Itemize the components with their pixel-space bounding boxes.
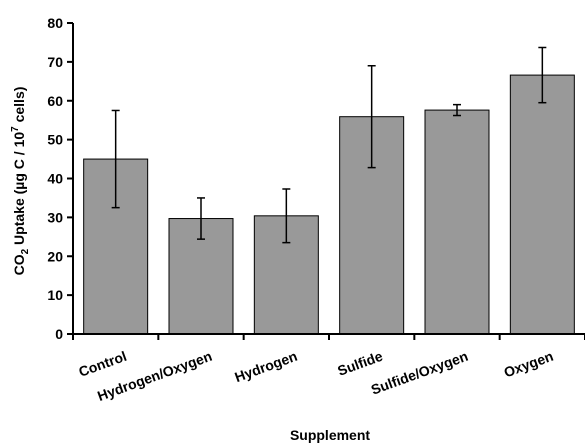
y-axis-title-part1: CO (11, 254, 27, 275)
y-axis-ticks: 0 10 20 30 40 50 60 70 80 (47, 15, 73, 342)
y-tick-label: 10 (47, 287, 63, 303)
y-axis-title-part2: Uptake (µg C / 10 (11, 132, 27, 249)
y-tick-label: 0 (55, 326, 63, 342)
y-tick-label: 80 (47, 15, 63, 31)
x-category-label: Sulfide (335, 348, 385, 379)
y-tick-label: 20 (47, 248, 63, 264)
y-axis-title-subscript: 2 (20, 248, 31, 254)
y-tick-label: 50 (47, 132, 63, 148)
y-tick-label: 40 (47, 171, 63, 187)
axes (72, 23, 585, 335)
bars (83, 74, 575, 335)
bar (424, 109, 490, 335)
y-tick-label: 60 (47, 93, 63, 109)
x-category-label: Hydrogen (232, 348, 299, 385)
error-bars (111, 46, 547, 244)
y-axis-title-part3: cells) (11, 87, 27, 127)
y-tick-label: 70 (47, 54, 63, 70)
x-category-label: Sulfide/Oxygen (369, 348, 470, 398)
y-axis-title-superscript: 7 (10, 126, 21, 132)
bar (509, 74, 575, 335)
y-tick-label: 30 (47, 209, 63, 225)
x-category-label: Oxygen (502, 348, 556, 381)
x-axis-ticks (72, 334, 585, 340)
x-axis-title: Supplement (290, 427, 370, 443)
x-category-label: Control (76, 348, 128, 380)
y-axis-title: CO2 Uptake (µg C / 107 cells) (10, 87, 31, 276)
